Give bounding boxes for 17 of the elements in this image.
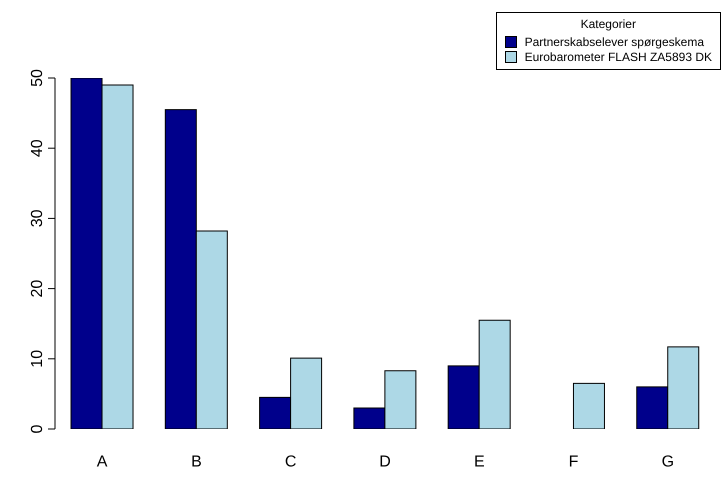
x-tick-label: E xyxy=(474,453,485,470)
x-tick-label: F xyxy=(568,453,579,470)
legend-label: Eurobarometer FLASH ZA5893 DK xyxy=(524,50,712,64)
x-tick-label: G xyxy=(662,453,674,470)
y-tick-label: 30 xyxy=(29,209,46,228)
x-tick-label: A xyxy=(96,453,108,470)
y-tick-label: 20 xyxy=(29,280,46,298)
legend-title: Kategorier xyxy=(580,17,637,31)
y-tick-label: 10 xyxy=(29,350,46,368)
x-tick-label: D xyxy=(379,453,391,470)
x-tick-label: C xyxy=(284,453,296,470)
x-tick-label: B xyxy=(191,453,202,470)
y-tick-label: 50 xyxy=(29,69,46,87)
y-tick-label: 40 xyxy=(29,139,46,158)
bar xyxy=(572,382,605,429)
legend-label: Partnerskabselever spørgeskema xyxy=(524,35,704,49)
y-tick-label: 0 xyxy=(29,424,46,434)
